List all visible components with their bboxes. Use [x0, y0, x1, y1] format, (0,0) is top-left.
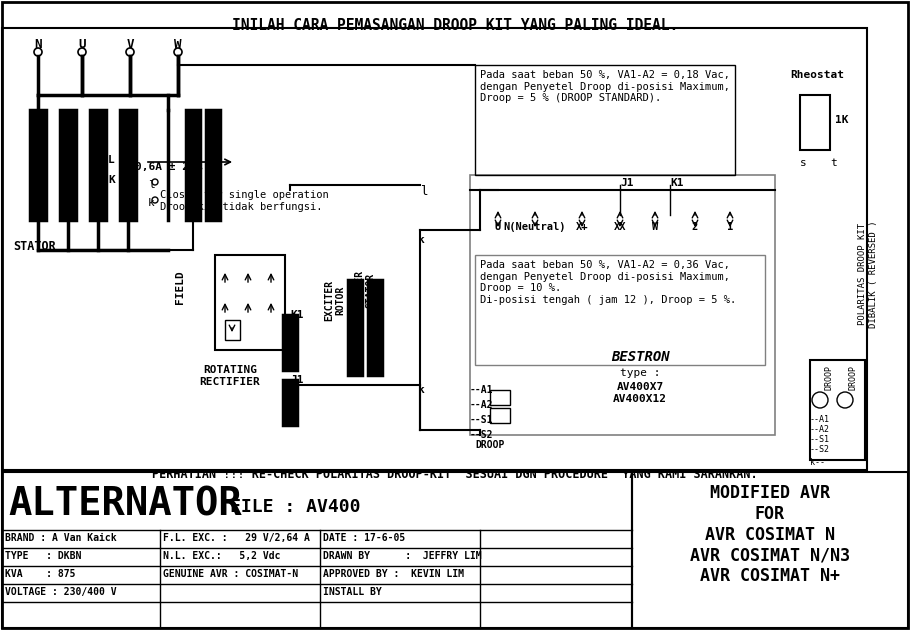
Text: --S1: --S1 [470, 415, 493, 425]
Text: Pada saat beban 50 %, VA1-A2 = 0,18 Vac,
dengan Penyetel Droop di-posisi Maximum: Pada saat beban 50 %, VA1-A2 = 0,18 Vac,… [480, 70, 730, 103]
Text: K1: K1 [290, 310, 304, 320]
Text: PERHATIAN !!! RE-CHECK POLARITAS DROOP-KIT  SESUAI DGN PROCEDURE  YANG KAMI SARA: PERHATIAN !!! RE-CHECK POLARITAS DROOP-K… [152, 468, 758, 481]
Bar [2, 28, 867, 470]
Text: BRAND : A Van Kaick: BRAND : A Van Kaick [5, 533, 116, 543]
Text: VOLTAGE : 230/400 V: VOLTAGE : 230/400 V [5, 587, 116, 597]
Bar [475, 255, 765, 365]
Text: N(Neutral): N(Neutral) [504, 222, 566, 232]
Bar [475, 65, 735, 175]
Text: GENUINE AVR : COSIMAT-N: GENUINE AVR : COSIMAT-N [163, 569, 298, 579]
Text: W: W [652, 222, 658, 232]
Text: N.L. EXC.:   5,2 Vdc: N.L. EXC.: 5,2 Vdc [163, 551, 280, 561]
Text: Rheostat: Rheostat [790, 70, 844, 80]
Text: ROTATING
RECTIFIER: ROTATING RECTIFIER [199, 365, 260, 387]
Text: type :: type : [620, 368, 661, 378]
Text: DROOP: DROOP [848, 365, 857, 390]
Text: --S2: --S2 [470, 430, 493, 440]
Bar [490, 408, 510, 423]
Text: l: l [420, 185, 428, 198]
Text: STATOR: STATOR [14, 240, 56, 253]
Text: POLARITAS DROOP KIT
DIBALIK ( REVERSED ): POLARITAS DROOP KIT DIBALIK ( REVERSED ) [858, 220, 878, 328]
Bar [800, 95, 830, 150]
Bar [348, 280, 362, 375]
Bar [470, 175, 775, 435]
Text: EXCITER
STATOR: EXCITER STATOR [354, 270, 376, 311]
Bar [120, 110, 136, 220]
Text: DROOP: DROOP [825, 365, 834, 390]
Text: K: K [108, 175, 115, 185]
Text: k: k [418, 235, 425, 245]
Text: t: t [830, 158, 837, 168]
Bar [215, 255, 285, 350]
Text: DATE : 17-6-05: DATE : 17-6-05 [323, 533, 405, 543]
Bar [186, 110, 200, 220]
Text: FILE : AV400: FILE : AV400 [230, 498, 360, 516]
Text: k: k [418, 385, 425, 395]
Text: F.L. EXC. :   29 V/2,64 A: F.L. EXC. : 29 V/2,64 A [163, 533, 310, 543]
Bar [225, 320, 240, 340]
Bar [368, 280, 382, 375]
Text: INILAH CARA PEMASANGAN DROOP KIT YANG PALING IDEAL.: INILAH CARA PEMASANGAN DROOP KIT YANG PA… [232, 18, 678, 33]
Text: J1: J1 [290, 375, 304, 385]
Text: 1: 1 [727, 222, 733, 232]
Text: EXCITER
ROTOR: EXCITER ROTOR [324, 280, 346, 321]
Text: 2: 2 [692, 222, 698, 232]
Text: ALTERNATOR: ALTERNATOR [8, 485, 242, 523]
Text: KVA    : 875: KVA : 875 [5, 569, 76, 579]
Text: FIELD: FIELD [175, 270, 185, 304]
Text: APPROVED BY :  KEVIN LIM: APPROVED BY : KEVIN LIM [323, 569, 464, 579]
Text: X+: X+ [576, 222, 588, 232]
Text: s: s [800, 158, 807, 168]
Text: DRAWN BY      :  JEFFRY LIM: DRAWN BY : JEFFRY LIM [323, 551, 481, 561]
Text: INSTALL BY: INSTALL BY [323, 587, 382, 597]
Bar [632, 472, 908, 628]
Text: AV400X7
AV400X12: AV400X7 AV400X12 [613, 382, 667, 404]
Text: BESTRON: BESTRON [611, 350, 670, 364]
Text: Pada saat beban 50 %, VA1-A2 = 0,36 Vac,
dengan Penyetel Droop di-posisi Maximum: Pada saat beban 50 %, VA1-A2 = 0,36 Vac,… [480, 260, 736, 305]
Bar [206, 110, 220, 220]
Bar [283, 315, 297, 370]
Text: TYPE   : DKBN: TYPE : DKBN [5, 551, 81, 561]
Text: Closed for single operation
Droop kit tidak berfungsi.: Closed for single operation Droop kit ti… [160, 190, 329, 212]
Text: MODIFIED AVR
FOR
AVR COSIMAT N
AVR COSIMAT N/N3
AVR COSIMAT N+: MODIFIED AVR FOR AVR COSIMAT N AVR COSIM… [690, 484, 850, 585]
Text: --A2: --A2 [810, 425, 830, 434]
Bar [2, 472, 632, 628]
Text: k: k [148, 198, 155, 208]
Text: U: U [78, 38, 86, 51]
Bar [810, 360, 865, 460]
Text: k--: k-- [810, 458, 825, 467]
Text: --S2: --S2 [810, 445, 830, 454]
Text: N: N [35, 38, 42, 51]
Bar [60, 110, 76, 220]
Text: 0,6A ± 20%: 0,6A ± 20% [135, 162, 203, 172]
Bar [30, 110, 46, 220]
Text: K1: K1 [670, 178, 683, 188]
Text: L: L [108, 155, 115, 165]
Text: W: W [174, 38, 182, 51]
Bar [490, 390, 510, 405]
Text: DROOP: DROOP [475, 440, 504, 450]
Text: V: V [126, 38, 134, 51]
Text: XX: XX [613, 222, 626, 232]
Text: l: l [148, 180, 155, 190]
Bar [90, 110, 106, 220]
Bar [283, 380, 297, 425]
Text: U: U [495, 222, 501, 232]
Text: 1K: 1K [835, 115, 848, 125]
Text: --S1: --S1 [810, 435, 830, 444]
Text: --A1: --A1 [470, 385, 493, 395]
Text: J1: J1 [620, 178, 633, 188]
Text: --A1: --A1 [810, 415, 830, 424]
Text: --A2: --A2 [470, 400, 493, 410]
